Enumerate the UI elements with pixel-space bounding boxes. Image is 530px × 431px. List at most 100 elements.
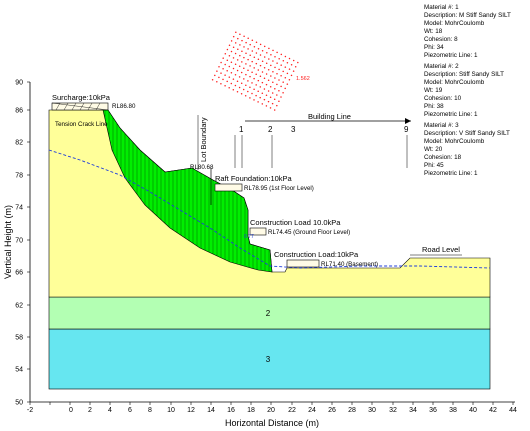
grid-point — [280, 53, 283, 56]
grid-point — [228, 87, 230, 89]
y-ticks: 50 54 58 62 66 70 74 78 82 86 90 — [15, 80, 30, 407]
grid-point — [278, 68, 280, 71]
grid-point — [270, 53, 272, 56]
y-axis-title: Vertical Height (m) — [3, 205, 13, 279]
grid-point — [245, 52, 247, 55]
grid-point — [235, 31, 237, 34]
grid-point — [224, 63, 226, 66]
x-tick-label: 28 — [348, 407, 356, 414]
material-model: Model: MohrCoulomb — [424, 79, 485, 86]
x-tick-label: 40 — [469, 407, 477, 414]
grid-point — [226, 48, 229, 51]
y-tick-label: 62 — [15, 303, 23, 310]
grid-point — [243, 78, 245, 80]
raft-foundation-box — [214, 183, 243, 192]
grid-point — [216, 80, 218, 83]
material-piezometric: Piezometric Line: 1 — [424, 52, 478, 59]
grid-point — [253, 99, 255, 101]
grid-point — [278, 58, 280, 60]
x-tick-label: 0 — [69, 407, 73, 414]
building-walls — [197, 115, 408, 205]
x-tick-label: 2 — [88, 407, 92, 414]
section-1-label: 1 — [239, 125, 244, 134]
grid-point — [236, 59, 239, 61]
grid-point — [218, 66, 220, 68]
grid-point — [234, 74, 237, 76]
grid-point — [251, 92, 253, 95]
grid-point — [259, 75, 262, 78]
grid-point — [267, 68, 270, 71]
grid-point — [251, 60, 253, 63]
grid-point — [288, 57, 291, 60]
grid-point — [269, 107, 272, 109]
x-tick-label: 44 — [509, 407, 517, 414]
grid-point — [249, 97, 251, 99]
grid-point — [284, 66, 287, 68]
x-axis-title: Horizontal Distance (m) — [225, 418, 319, 428]
grid-point — [232, 46, 235, 48]
x-tick-label: -2 — [27, 407, 33, 414]
grid-point — [263, 66, 266, 69]
grid-point — [236, 69, 239, 72]
slip-mass — [102, 109, 273, 273]
x-tick-label: 20 — [267, 407, 275, 414]
grid-point — [255, 52, 258, 54]
grid-point — [249, 86, 251, 88]
grid-point — [259, 64, 262, 67]
grid-point — [247, 48, 249, 50]
grid-point — [232, 57, 235, 59]
grid-point — [272, 81, 274, 84]
lot-boundary-label: Lot Boundary — [199, 117, 208, 162]
grid-point — [211, 78, 214, 81]
grid-point — [265, 73, 268, 75]
grid-point — [245, 84, 247, 86]
x-tick-label: 6 — [128, 407, 132, 414]
grid-point — [226, 70, 228, 72]
grid-point — [268, 58, 270, 60]
grid-point — [241, 39, 243, 42]
grid-point — [228, 55, 231, 57]
grid-point — [297, 61, 299, 64]
grid-point — [278, 100, 280, 103]
grid-point — [214, 74, 216, 77]
y-tick-label: 54 — [15, 367, 23, 374]
rl-mid-label: RL80.68 — [190, 164, 214, 171]
grid-point — [276, 94, 278, 96]
grid-point — [224, 85, 226, 87]
x-tick-label: 10 — [167, 407, 175, 414]
min-fos-value: 1.562 — [296, 76, 310, 82]
y-tick-label: 50 — [15, 400, 23, 407]
grid-point — [265, 62, 268, 65]
road-level-label: Road Level — [422, 245, 460, 254]
material-piezometric: Piezometric Line: 1 — [424, 170, 478, 177]
material-cohesion: Cohesion: 8 — [424, 36, 458, 43]
grid-point — [232, 67, 235, 70]
x-tick-label: 24 — [308, 407, 316, 414]
grid-point — [224, 74, 226, 76]
grid-point — [274, 77, 276, 79]
grid-point — [238, 76, 241, 78]
grid-point — [239, 44, 241, 46]
grid-point — [247, 90, 249, 93]
grid-point — [253, 77, 255, 80]
material-description: Description: Stiff Sandy SILT — [424, 71, 504, 78]
grid-point — [280, 85, 282, 88]
rl-ground-floor-label: RL74.45 (Ground Floor Level) — [268, 229, 350, 236]
grid-point — [278, 79, 280, 81]
grid-point — [286, 83, 289, 85]
grid-point — [261, 71, 264, 73]
material-model: Model: MohrCoulomb — [424, 20, 485, 27]
grid-point — [255, 94, 257, 97]
x-tick-label: 4 — [108, 407, 112, 414]
grid-point — [238, 65, 241, 67]
grid-point — [257, 90, 259, 92]
grid-point — [228, 44, 231, 46]
grid-point — [222, 57, 224, 59]
x-tick-label: 38 — [449, 407, 457, 414]
rl-first-floor-label: RL78.95 (1st Floor Level) — [244, 185, 314, 192]
grid-point — [282, 70, 284, 73]
grid-point — [284, 55, 287, 58]
grid-point — [268, 47, 270, 50]
x-tick-label: 16 — [227, 407, 235, 414]
material-description: Description: V Stiff Sandy SILT — [424, 130, 510, 137]
